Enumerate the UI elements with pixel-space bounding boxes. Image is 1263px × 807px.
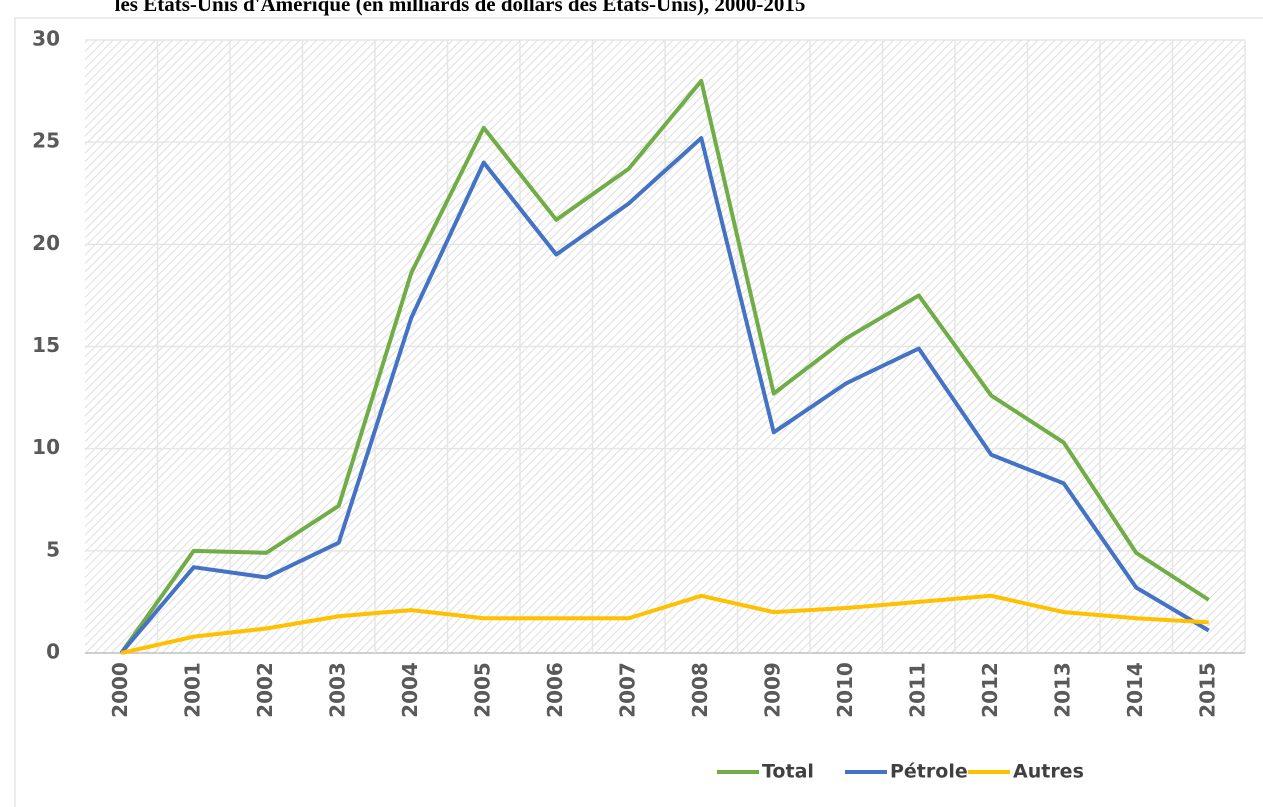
x-tick-label: 2005	[470, 662, 494, 718]
series-line	[120, 593, 1209, 655]
legend-label: Total	[762, 761, 814, 783]
x-tick-label: 2013	[1050, 662, 1074, 718]
x-tick-label: 2015	[1195, 662, 1219, 718]
x-tick-label: 2008	[688, 662, 712, 718]
x-tick-label: 2011	[905, 662, 929, 718]
x-tick-label: 2003	[325, 662, 349, 718]
series-line	[119, 78, 1210, 655]
x-tick-label: 2001	[180, 662, 204, 718]
y-tick-label: 5	[46, 537, 60, 561]
legend-label: Pétrole	[890, 761, 968, 783]
series-line	[119, 136, 1210, 655]
chart-frame	[14, 17, 1263, 807]
y-tick-label: 20	[32, 231, 60, 255]
x-tick-label: 2009	[760, 662, 784, 718]
x-tick-label: 2004	[398, 662, 422, 718]
y-tick-label: 30	[32, 27, 60, 51]
x-tick-label: 2006	[543, 662, 567, 718]
x-tick-label: 2000	[108, 662, 132, 718]
y-tick-label: 25	[32, 129, 60, 153]
x-tick-label: 2002	[253, 662, 277, 718]
y-tick-label: 0	[46, 640, 60, 664]
y-tick-label: 10	[32, 435, 60, 459]
x-tick-label: 2014	[1123, 662, 1147, 718]
x-tick-label: 2012	[978, 662, 1002, 718]
y-tick-label: 15	[32, 333, 60, 357]
legend-label: Autres	[1013, 761, 1084, 783]
x-tick-label: 2010	[833, 662, 857, 718]
x-tick-label: 2007	[615, 662, 639, 718]
chart-title: les Etats-Unis d'Amérique (en milliards …	[115, 0, 806, 16]
